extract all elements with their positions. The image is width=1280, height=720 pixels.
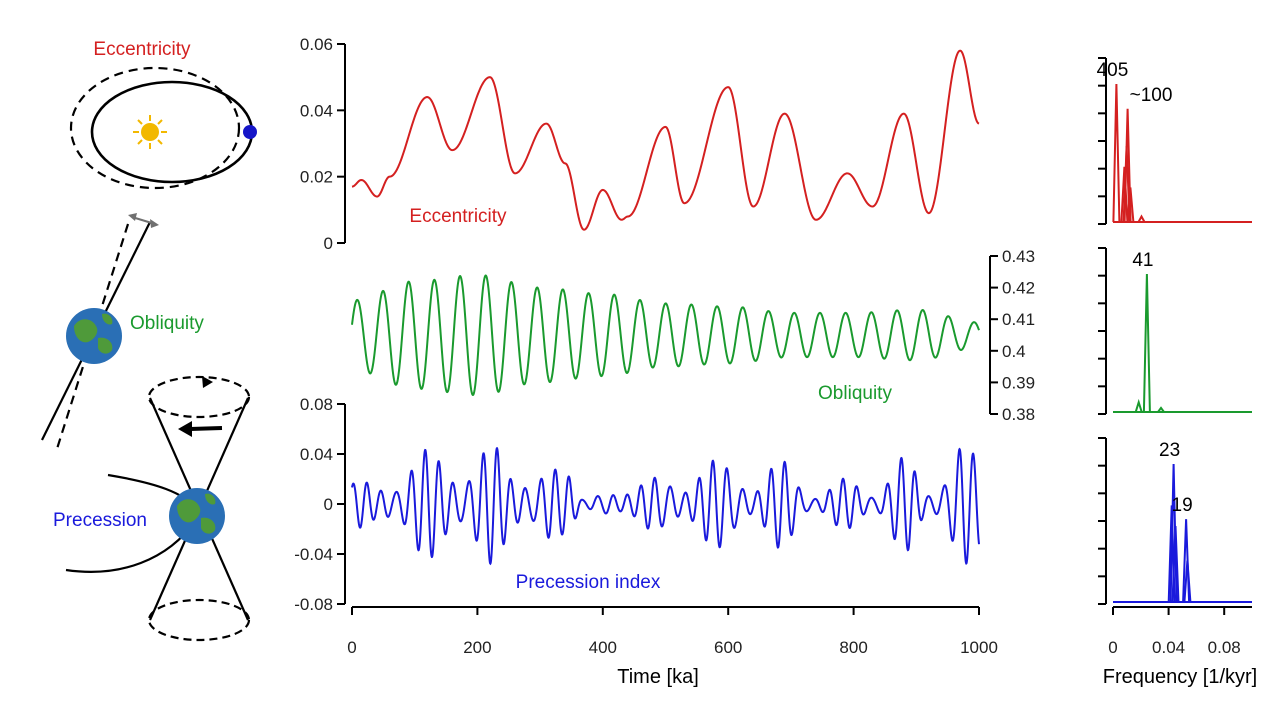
precession-series-label: Precession index (516, 572, 661, 593)
obliquity-tick-label: 0.42 (1002, 279, 1035, 298)
obliquity-tick-label: 0.43 (1002, 247, 1035, 266)
precession-y-axis: -0.08 -0.04 0 0.04 0.08 (294, 395, 346, 614)
earth-icon (169, 488, 225, 544)
eccentricity-tick-label: 0.04 (300, 101, 333, 120)
obliquity-tick-label: 0.4 (1002, 342, 1026, 361)
precession-tick-label: -0.04 (294, 545, 333, 564)
eccentricity-series-label: Eccentricity (409, 206, 507, 227)
precession-spectrum-peak-label: 23 (1159, 440, 1180, 461)
precession-spectrum-peak (1171, 526, 1180, 603)
precession-tick-label: 0 (324, 495, 333, 514)
eccentricity-spectrum-peak (1137, 214, 1146, 223)
precession-tick-label: 0.04 (300, 445, 333, 464)
time-tick-label: 0 (347, 638, 356, 657)
obliquity-spectrum-peak (1157, 406, 1165, 413)
obliquity-diagram-label: Obliquity (130, 313, 204, 334)
time-tick-label: 800 (839, 638, 867, 657)
orbit-diagram: Eccentricity (69, 39, 257, 190)
lower-cone-ellipse (147, 598, 251, 642)
earth-icon (66, 308, 122, 364)
precession-series-line (351, 447, 980, 566)
spectra-axes: 0 0.04 0.08 Frequency [1/kyr] (1098, 57, 1258, 688)
tilt-arrow-icon (128, 213, 159, 228)
obliquity-tick-label: 0.41 (1002, 310, 1035, 329)
frequency-tick-label: 0 (1108, 638, 1117, 657)
eccentricity-spectrum-peak (1123, 108, 1132, 223)
eccentricity-spectrum-peak (1126, 187, 1135, 223)
precession-tick-label: -0.08 (294, 595, 333, 614)
eccentricity-tick-label: 0 (324, 234, 333, 253)
precession-spectrum-peak (1183, 560, 1192, 603)
eccentricity-tick-label: 0.06 (300, 35, 333, 54)
obliquity-spectrum-peak-label: 41 (1132, 250, 1153, 271)
frequency-tick-label: 0.08 (1208, 638, 1241, 657)
eccentricity-spectrum-peak (1120, 166, 1129, 223)
precession-spectrum-peak (1169, 463, 1178, 603)
precession-spectrum-peak-label: 19 (1172, 495, 1193, 516)
spectra-lines: 405~100 41 23 19 (1097, 60, 1252, 603)
time-axis-label: Time [ka] (617, 666, 699, 688)
eccentricity-spectrum-peak-label: ~100 (1130, 85, 1173, 106)
precession-diagram: Precession (53, 375, 251, 642)
frequency-axis-label: Frequency [1/kyr] (1103, 666, 1258, 688)
obliquity-series-label: Obliquity (818, 383, 892, 404)
eccentricity-y-axis: 0 0.02 0.04 0.06 (300, 35, 346, 253)
obliquity-spectrum-peak (1142, 273, 1151, 413)
obliquity-tick-label: 0.39 (1002, 373, 1035, 392)
obliquity-y-axis: 0.38 0.39 0.4 0.41 0.42 0.43 (989, 247, 1035, 424)
elliptical-orbit-outline (90, 80, 254, 184)
obliquity-tick-label: 0.38 (1002, 405, 1035, 424)
precession-diagram-label: Precession (53, 510, 147, 531)
eccentricity-diagram-label: Eccentricity (93, 39, 191, 60)
time-tick-label: 1000 (960, 638, 998, 657)
eccentricity-spectrum-peak-label: 405 (1097, 60, 1129, 81)
time-x-axis: 0 200 400 600 800 1000 Time [ka] (347, 606, 998, 688)
reference-axis-line (54, 223, 130, 453)
precession-tick-label: 0.08 (300, 395, 333, 414)
eccentricity-spectrum-peak (1112, 83, 1121, 223)
obliquity-diagram: Obliquity (41, 213, 204, 453)
upper-cone-ellipse (147, 375, 251, 419)
planet-dot-icon (243, 125, 257, 139)
eccentricity-tick-label: 0.02 (300, 168, 333, 187)
time-tick-label: 200 (463, 638, 491, 657)
obliquity-series-line (351, 274, 980, 396)
sun-icon (133, 115, 167, 149)
rotation-arrow-icon (178, 376, 223, 437)
obliquity-spectrum-peak (1134, 398, 1143, 413)
time-tick-label: 600 (714, 638, 742, 657)
frequency-tick-label: 0.04 (1152, 638, 1185, 657)
eccentricity-series-line (351, 49, 980, 231)
circular-orbit-outline (69, 66, 241, 190)
time-tick-label: 400 (589, 638, 617, 657)
